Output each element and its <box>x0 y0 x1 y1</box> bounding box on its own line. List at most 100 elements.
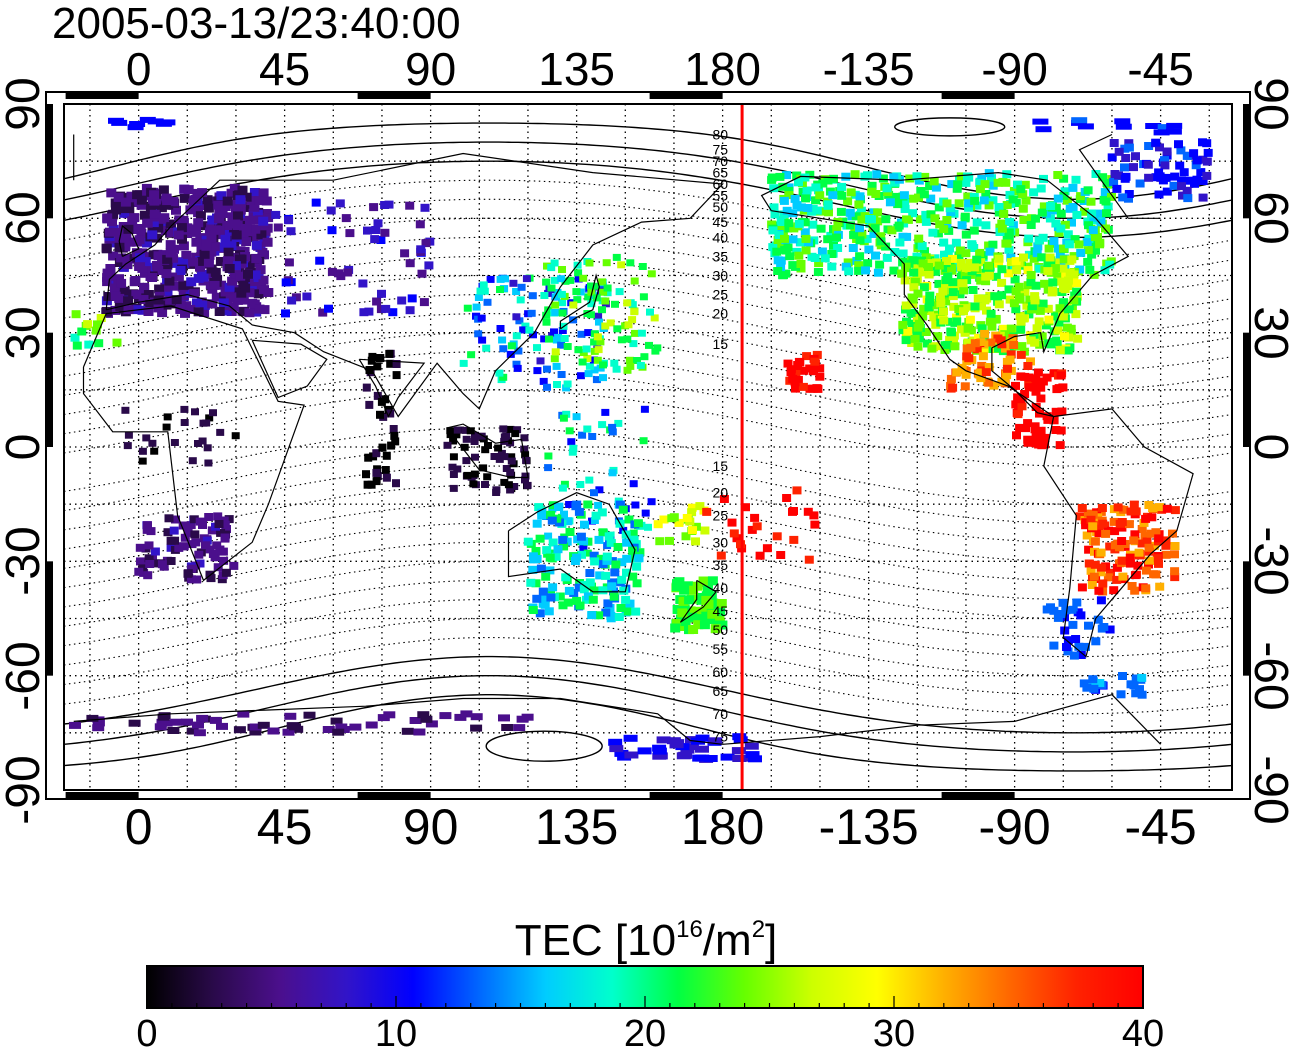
mlat-contour <box>64 637 1232 715</box>
tec-cell <box>652 752 667 760</box>
tec-cell <box>1129 536 1139 545</box>
tec-cell <box>372 449 381 458</box>
tec-cell <box>170 439 179 446</box>
tec-cell <box>801 246 811 255</box>
tec-cell <box>173 230 184 240</box>
tec-cell <box>142 238 152 248</box>
tec-cell <box>213 512 223 521</box>
tec-cell <box>856 206 866 215</box>
tec-cell <box>211 292 222 302</box>
tec-cell <box>420 715 433 723</box>
tec-cell <box>634 554 644 563</box>
tec-cell <box>1064 305 1074 314</box>
tec-cell <box>972 201 982 210</box>
tec-cell <box>604 532 614 541</box>
tec-cell <box>520 434 529 442</box>
tec-cell <box>1202 157 1212 166</box>
tec-cell <box>145 202 156 212</box>
tec-cell <box>169 526 179 535</box>
tec-cell <box>199 308 210 317</box>
tec-cell <box>655 537 665 546</box>
tec-cell <box>921 328 931 336</box>
mlat-contour <box>64 427 1232 505</box>
tec-cell <box>1161 541 1171 550</box>
tec-cell <box>773 267 783 275</box>
mlat-contour <box>64 541 1232 620</box>
tec-cell <box>237 710 250 718</box>
tec-cell <box>215 257 226 266</box>
tec-cell <box>1087 209 1097 218</box>
tec-cell <box>256 230 267 240</box>
tec-cell <box>214 520 224 528</box>
tec-cell <box>113 192 124 202</box>
contour-label-north: 35 <box>713 248 729 264</box>
tec-cell <box>946 374 956 383</box>
tec-cell <box>231 230 242 240</box>
tec-cell <box>1131 507 1141 516</box>
tec-cell <box>542 546 552 555</box>
tec-cell <box>157 560 167 569</box>
tec-cell <box>1126 680 1136 689</box>
tec-cell <box>153 251 164 261</box>
tec-cell <box>108 117 124 124</box>
tec-cell <box>202 195 213 205</box>
tec-cell <box>129 198 140 207</box>
tec-cell <box>732 534 742 543</box>
tec-cell <box>541 593 550 602</box>
tec-cell <box>161 193 172 203</box>
tec-cell <box>405 201 415 210</box>
tec-cell <box>389 425 398 433</box>
tec-cell <box>1011 305 1021 314</box>
tec-cell <box>558 309 567 317</box>
tec-cell <box>708 737 723 745</box>
tec-cell <box>970 196 980 205</box>
tec-cell <box>1086 197 1096 206</box>
tec-cell <box>516 715 529 723</box>
tec-cell <box>176 223 187 233</box>
tec-cell <box>187 564 197 573</box>
tec-cell <box>1063 346 1073 355</box>
tec-cell <box>170 536 180 545</box>
plot-border <box>63 103 1233 791</box>
tec-cell <box>799 366 809 375</box>
tec-cell <box>608 469 617 477</box>
tec-cell <box>263 288 274 297</box>
tec-cell <box>1052 337 1062 346</box>
tec-cell <box>669 741 684 749</box>
tec-cell <box>1019 216 1029 224</box>
tec-cell <box>249 188 260 197</box>
tec-cell <box>924 303 934 312</box>
tec-cell <box>173 257 184 267</box>
tec-cell <box>147 273 158 282</box>
tec-cell <box>587 611 597 620</box>
contour-label-north: 20 <box>713 306 729 322</box>
tec-cell <box>954 305 964 313</box>
tec-cell <box>628 546 638 555</box>
tec-cell <box>178 241 189 251</box>
tec-cell <box>794 219 804 228</box>
tec-cell <box>139 284 150 294</box>
tec-cell <box>1016 325 1026 334</box>
tec-cell <box>219 556 229 565</box>
tec-cell <box>171 295 182 305</box>
tec-cell <box>1045 253 1055 262</box>
colorbar-tick-label: 10 <box>374 1013 418 1055</box>
tec-cell <box>1044 244 1054 253</box>
tec-cell <box>166 228 177 237</box>
tec-cell <box>924 270 934 279</box>
tec-cell <box>849 230 859 239</box>
tec-cell <box>114 242 125 252</box>
tec-cell <box>994 259 1004 268</box>
tec-cell <box>982 306 991 315</box>
frame-tick-bottom <box>65 792 139 799</box>
tec-cell <box>987 174 996 183</box>
tec-cell <box>984 201 994 210</box>
tec-cell <box>376 410 384 419</box>
tec-cell <box>778 182 788 191</box>
tec-cell <box>933 229 943 238</box>
tec-cell <box>195 211 206 221</box>
tec-cell <box>235 195 246 205</box>
tec-cell <box>364 453 373 462</box>
tec-cell <box>841 172 851 181</box>
tec-cell <box>741 503 750 512</box>
